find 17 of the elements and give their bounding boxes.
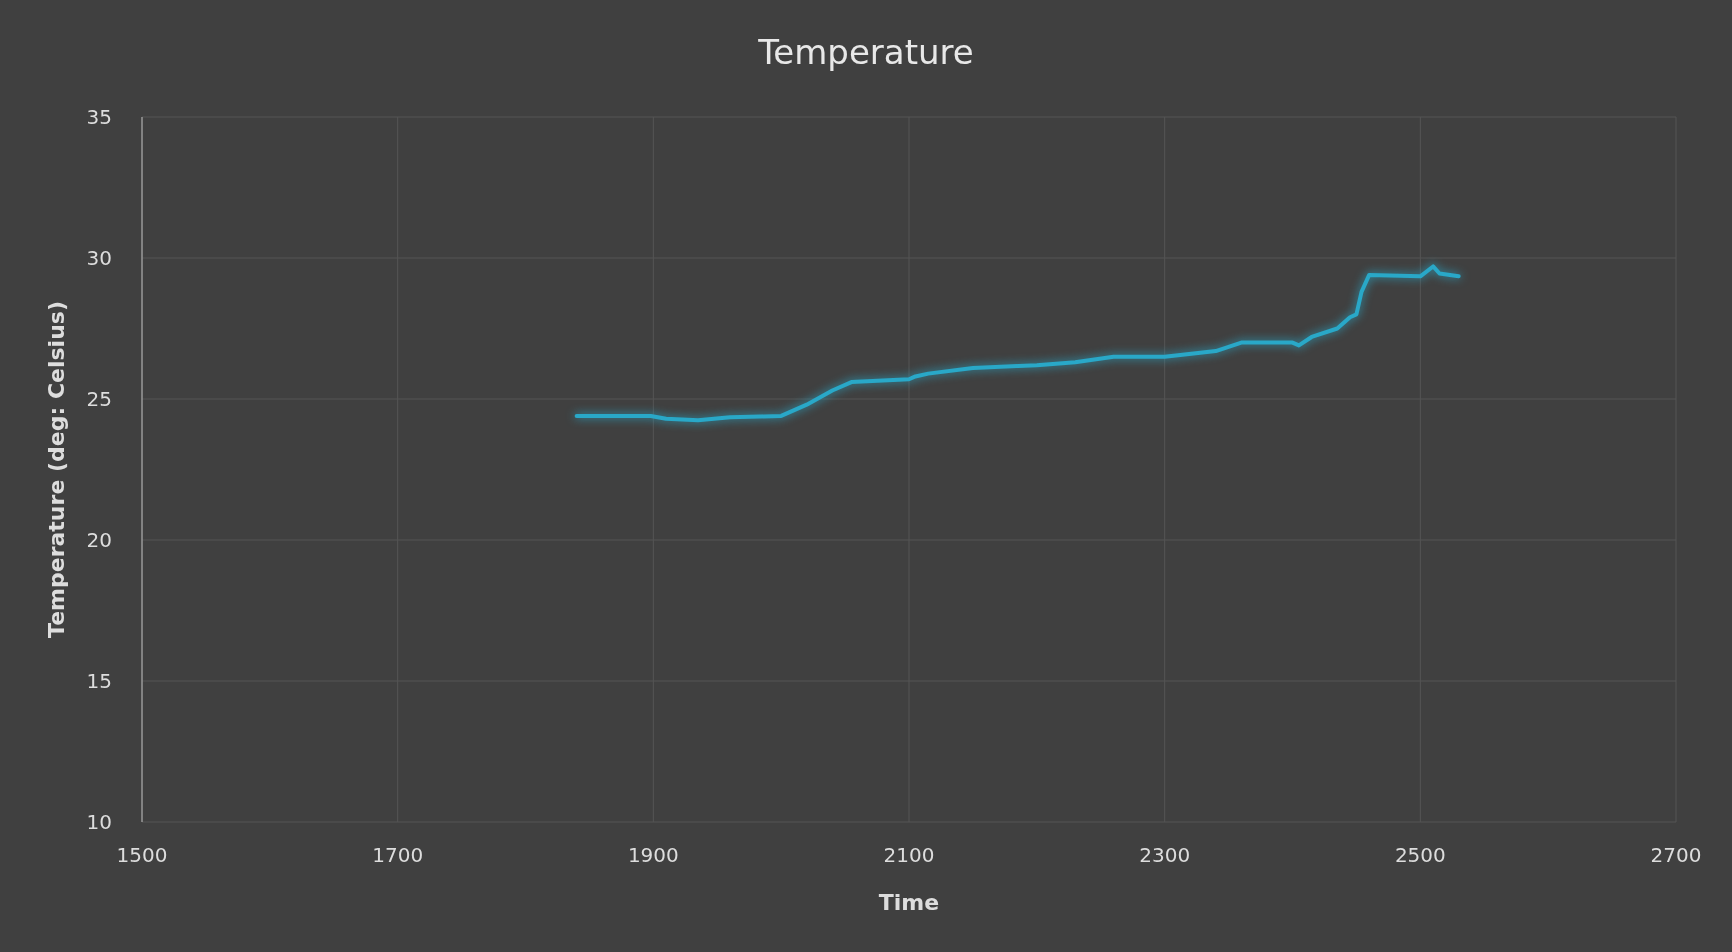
y-tick-label: 10 xyxy=(86,810,112,834)
x-tick-label: 2700 xyxy=(1650,843,1702,867)
y-tick-label: 15 xyxy=(86,669,112,693)
x-tick-label: 2500 xyxy=(1394,843,1446,867)
y-tick-label: 20 xyxy=(86,528,112,552)
x-tick-label: 2100 xyxy=(883,843,935,867)
x-tick-label: 1700 xyxy=(372,843,424,867)
y-tick-label: 30 xyxy=(86,246,112,270)
y-axis-title: Temperature (deg: Celsius) xyxy=(44,301,69,638)
x-tick-label: 1900 xyxy=(627,843,679,867)
x-tick-label: 1500 xyxy=(116,843,168,867)
chart-title: Temperature xyxy=(757,32,974,72)
x-axis-title: Time xyxy=(878,890,940,915)
y-tick-label: 25 xyxy=(86,387,112,411)
x-tick-label: 2300 xyxy=(1139,843,1191,867)
y-tick-label: 35 xyxy=(86,105,112,129)
line-series xyxy=(574,264,1461,423)
